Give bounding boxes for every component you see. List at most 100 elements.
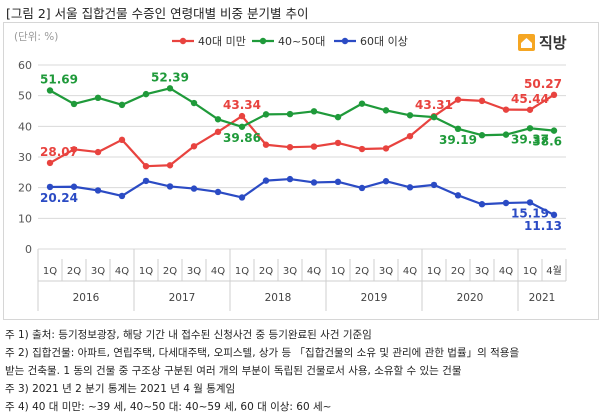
data-label: 39.19 [439, 133, 477, 147]
year-label: 2021 [529, 292, 556, 304]
x-tick-label: 4Q [115, 266, 129, 277]
data-label: 50.27 [524, 77, 562, 91]
data-point [406, 112, 414, 119]
x-tick-label: 4Q [211, 266, 225, 277]
data-point [478, 132, 486, 139]
x-tick-label: 4Q [403, 266, 417, 277]
data-point [382, 178, 390, 185]
data-label: 28.07 [40, 145, 78, 159]
data-label: 51.69 [40, 72, 78, 86]
data-point [334, 113, 342, 121]
x-tick-label: 2Q [67, 266, 81, 277]
legend-label: 60대 이상 [360, 35, 408, 48]
data-point [454, 125, 462, 133]
data-point [382, 145, 390, 152]
data-point [502, 106, 510, 113]
data-point [286, 143, 294, 151]
data-point [214, 128, 222, 136]
data-label: 43.34 [223, 98, 261, 112]
series-line-3 [49, 177, 555, 216]
data-point [94, 148, 102, 156]
figure-caption: [그림 2] 서울 집합건물 수증인 연령대별 비중 분기별 추이 [6, 6, 309, 21]
footnote-4: 주 4) 40 대 미만: ~39 세, 40~50 대: 40~59 세, 6… [5, 401, 332, 413]
data-point [334, 139, 342, 147]
x-tick-label: 1Q [139, 266, 153, 277]
data-point [502, 131, 510, 138]
data-point [310, 179, 318, 186]
data-label: 15.19 [511, 206, 549, 220]
x-tick-label: 4월 [546, 265, 562, 277]
y-tick-label: 0 [25, 243, 32, 256]
data-label: 39.86 [223, 131, 261, 145]
unit-label: (단위: %) [14, 30, 58, 43]
data-point [286, 110, 294, 118]
x-tick-label: 1Q [331, 266, 345, 277]
data-point [454, 96, 462, 103]
data-point [526, 199, 534, 206]
data-point [358, 145, 366, 153]
x-tick-label: 2Q [163, 266, 177, 277]
data-point [262, 141, 270, 148]
data-point [118, 192, 126, 200]
data-label: 20.24 [40, 191, 78, 205]
legend-swatch-marker [259, 37, 267, 45]
series-line-2 [49, 87, 555, 137]
data-point [142, 90, 150, 98]
legend-label: 40대 미만 [198, 35, 246, 48]
data-point [358, 100, 366, 107]
y-tick-label: 40 [18, 120, 32, 133]
data-point [190, 185, 198, 192]
data-point [550, 127, 558, 134]
data-point [142, 177, 150, 185]
x-tick-label: 1Q [43, 266, 57, 277]
y-tick-label: 50 [18, 90, 32, 103]
x-tick-label: 3Q [187, 266, 201, 277]
data-point [406, 132, 414, 140]
y-tick-label: 10 [18, 212, 32, 225]
series-line-1 [49, 93, 555, 168]
data-point [214, 116, 222, 123]
line-chart: 0 10 20 30 40 50 60 (단위: %) 1Q 2Q 3Q 4Q 1Q 2Q 3Q 4Q 1Q 2Q… [14, 30, 567, 311]
x-tick-label: 3Q [475, 266, 489, 277]
data-point [262, 177, 270, 184]
data-point [358, 184, 366, 192]
data-point [166, 85, 174, 92]
data-point [70, 183, 78, 190]
x-tick-label: 3Q [379, 266, 393, 277]
x-tick-label: 1Q [235, 266, 249, 277]
data-point [406, 184, 414, 191]
data-point [310, 143, 318, 150]
legend-label: 40~50대 [278, 35, 325, 48]
data-point [166, 183, 174, 190]
data-label: 38.6 [532, 135, 562, 149]
data-point [286, 175, 294, 183]
data-point [190, 143, 198, 150]
data-point [46, 87, 54, 94]
x-tick-label: 4Q [307, 266, 321, 277]
data-point [238, 194, 246, 201]
data-point [142, 163, 150, 170]
data-label: 11.13 [524, 219, 562, 233]
data-point [478, 97, 486, 105]
legend-swatch-marker [179, 37, 187, 45]
x-tick-label: 2Q [355, 266, 369, 277]
data-point [502, 199, 510, 207]
data-point [382, 107, 390, 114]
footnote-3: 주 3) 2021 년 2 분기 통계는 2021 년 4 월 통계임 [5, 383, 236, 395]
x-tick-label: 1Q [427, 266, 441, 277]
data-point [310, 108, 318, 115]
data-label: 39.37 [511, 132, 549, 146]
x-tick-label: 4Q [499, 266, 513, 277]
y-tick-label: 30 [18, 151, 32, 164]
year-label: 2018 [265, 292, 292, 304]
footnote-2-continued: 받는 건축물. 1 동의 건물 중 구조상 구분된 여러 개의 부분이 독립된 … [5, 365, 462, 377]
y-tick-label: 60 [18, 59, 32, 72]
chart-panel: 0 10 20 30 40 50 60 (단위: %) 1Q 2Q 3Q 4Q 1Q 2Q 3Q 4Q 1Q 2Q… [3, 22, 599, 320]
data-point [214, 188, 222, 196]
footnote-2: 주 2) 집합건물: 아파트, 연립주택, 다세대주택, 오피스텔, 상가 등 … [5, 347, 520, 359]
data-point [94, 187, 102, 194]
brand-name: 직방 [539, 34, 567, 52]
data-point [430, 113, 438, 121]
data-point [550, 91, 558, 99]
year-label: 2017 [169, 292, 196, 304]
